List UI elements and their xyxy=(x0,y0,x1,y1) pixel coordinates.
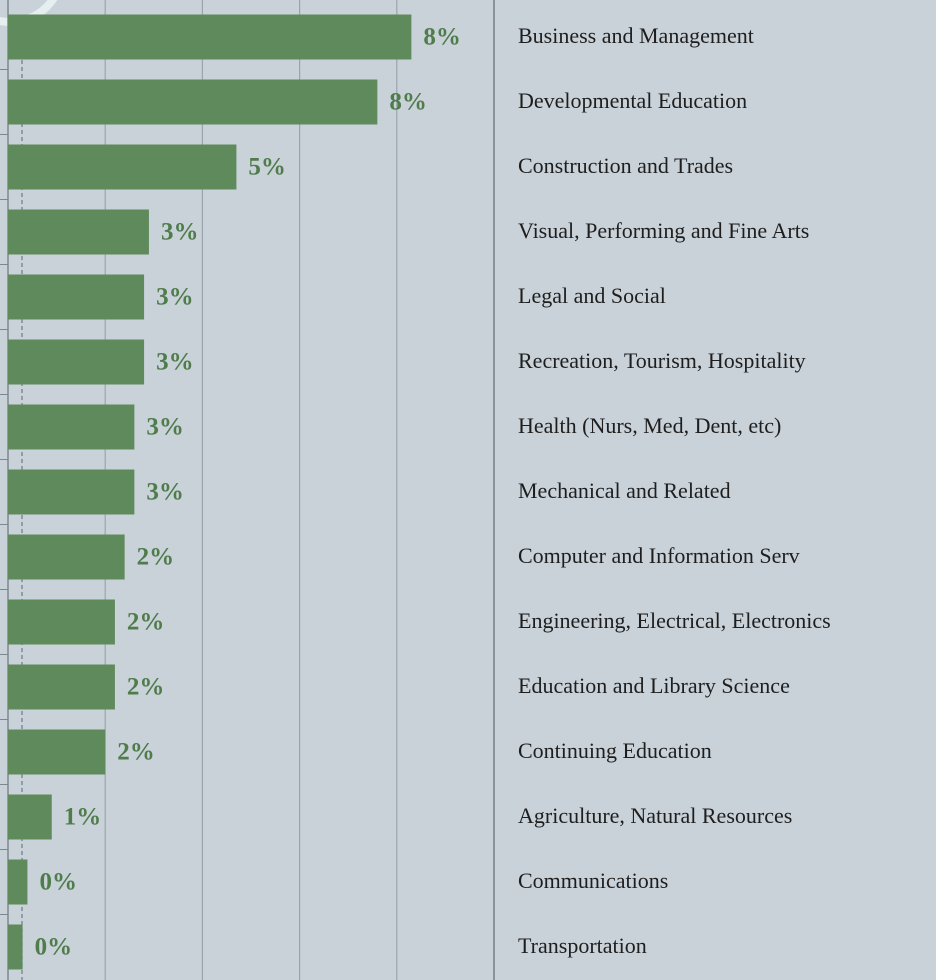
value-label: 2% xyxy=(127,609,165,636)
bar xyxy=(8,729,106,775)
bar xyxy=(8,14,412,60)
value-label: 0% xyxy=(39,869,77,896)
bar xyxy=(8,404,135,450)
value-label: 2% xyxy=(117,739,155,766)
bar xyxy=(8,534,125,580)
category-label: Developmental Education xyxy=(518,88,747,113)
category-label: Communications xyxy=(518,868,668,893)
value-label: 1% xyxy=(64,804,102,831)
category-label: Continuing Education xyxy=(518,738,712,763)
category-label: Mechanical and Related xyxy=(518,478,731,503)
category-label: Business and Management xyxy=(518,23,754,48)
category-label: Agriculture, Natural Resources xyxy=(518,803,792,828)
value-label: 0% xyxy=(35,934,73,961)
bar xyxy=(8,599,115,645)
value-label: 3% xyxy=(156,284,194,311)
value-label: 8% xyxy=(389,89,427,116)
value-label: 3% xyxy=(146,479,184,506)
bar xyxy=(8,664,115,710)
category-label: Computer and Information Serv xyxy=(518,543,800,568)
value-label: 2% xyxy=(137,544,175,571)
category-label: Engineering, Electrical, Electronics xyxy=(518,608,831,633)
value-label: 5% xyxy=(248,154,285,181)
category-label: Recreation, Tourism, Hospitality xyxy=(518,348,806,373)
bar xyxy=(8,79,378,125)
bar xyxy=(8,274,145,320)
bar xyxy=(8,339,145,385)
category-label: Transportation xyxy=(518,933,647,958)
bar xyxy=(8,859,28,905)
bar xyxy=(8,794,52,840)
bar xyxy=(8,209,149,255)
bar xyxy=(8,144,237,190)
value-label: 3% xyxy=(161,219,199,246)
category-label: Visual, Performing and Fine Arts xyxy=(518,218,809,243)
value-label: 2% xyxy=(127,674,165,701)
bar xyxy=(8,924,23,970)
value-label: 8% xyxy=(423,24,461,51)
category-label: Health (Nurs, Med, Dent, etc) xyxy=(518,413,781,438)
value-label: 3% xyxy=(156,349,194,376)
category-label: Legal and Social xyxy=(518,283,666,308)
category-label: Construction and Trades xyxy=(518,153,733,178)
category-label: Education and Library Science xyxy=(518,673,790,698)
value-label: 3% xyxy=(146,414,184,441)
bar xyxy=(8,469,135,515)
